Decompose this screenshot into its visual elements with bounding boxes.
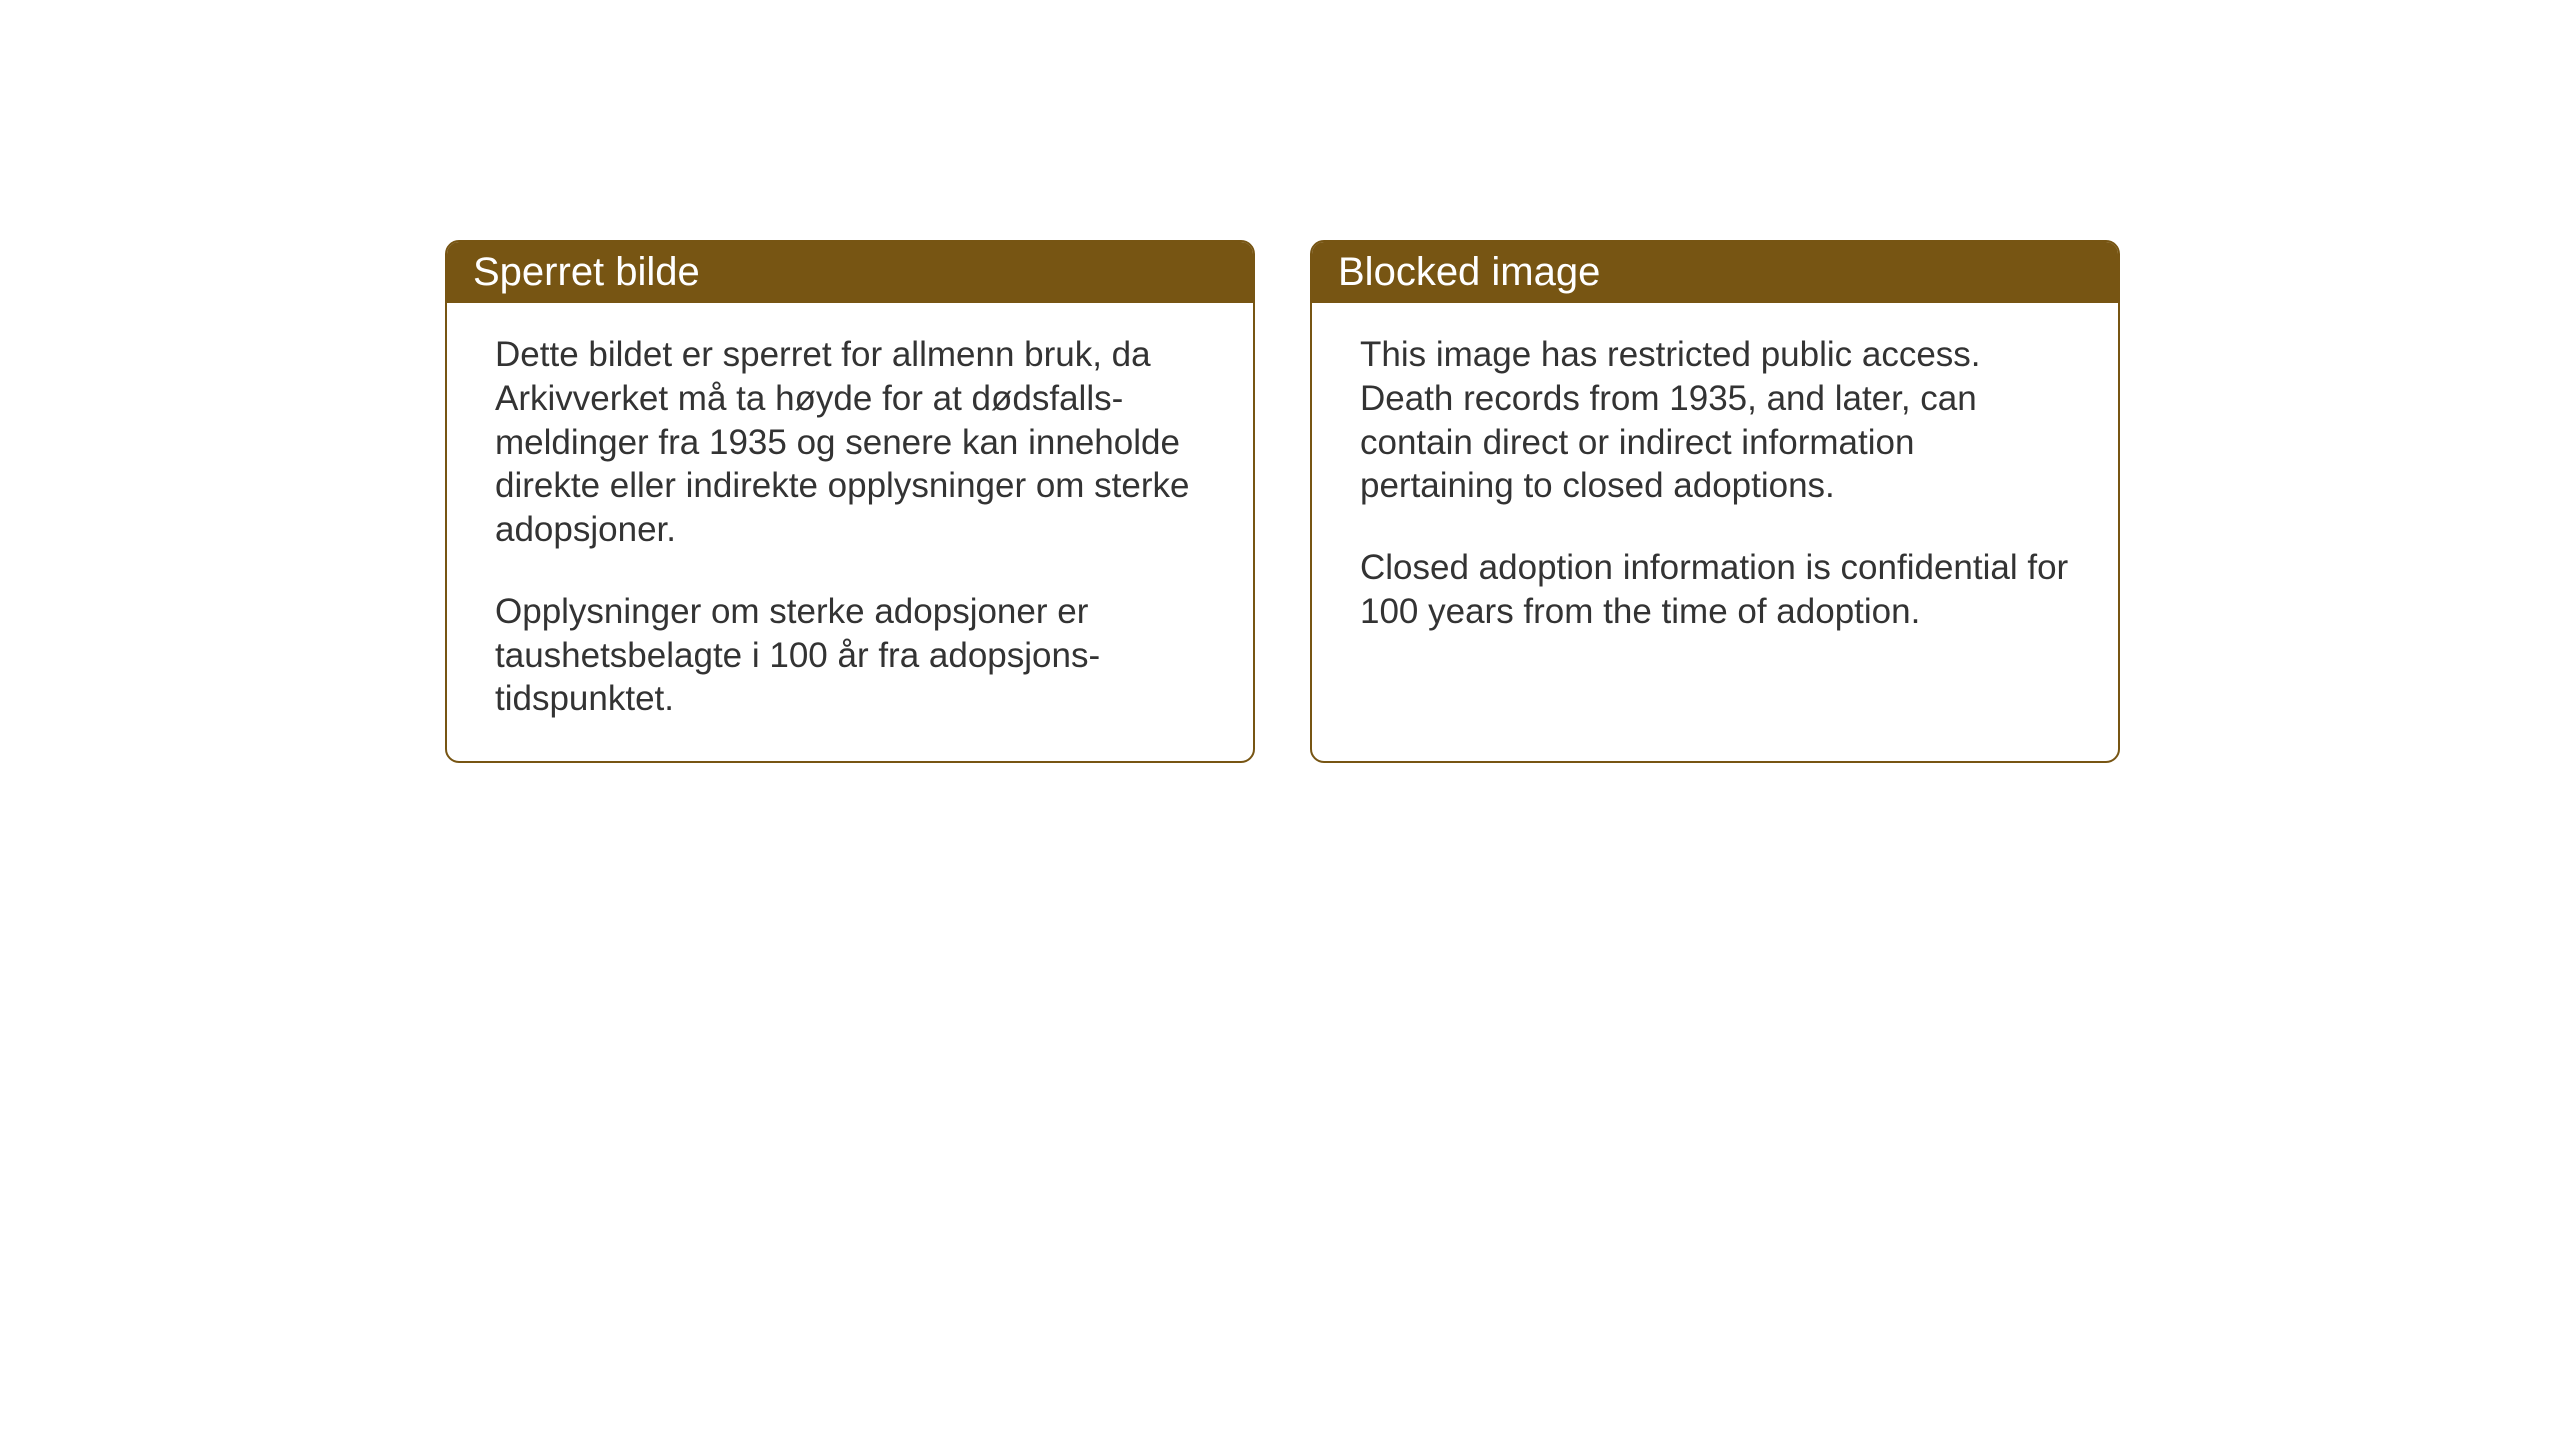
card-body-norwegian: Dette bildet er sperret for allmenn bruk… bbox=[447, 303, 1253, 761]
notice-card-english: Blocked image This image has restricted … bbox=[1310, 240, 2120, 763]
card-title: Blocked image bbox=[1338, 250, 1600, 294]
card-paragraph: Opplysninger om sterke adopsjoner er tau… bbox=[495, 590, 1205, 721]
notice-card-norwegian: Sperret bilde Dette bildet er sperret fo… bbox=[445, 240, 1255, 763]
card-paragraph: This image has restricted public access.… bbox=[1360, 333, 2070, 508]
card-paragraph: Closed adoption information is confident… bbox=[1360, 546, 2070, 634]
card-header-norwegian: Sperret bilde bbox=[447, 242, 1253, 303]
card-paragraph: Dette bildet er sperret for allmenn bruk… bbox=[495, 333, 1205, 552]
card-header-english: Blocked image bbox=[1312, 242, 2118, 303]
notice-cards-container: Sperret bilde Dette bildet er sperret fo… bbox=[445, 240, 2120, 763]
card-body-english: This image has restricted public access.… bbox=[1312, 303, 2118, 674]
card-title: Sperret bilde bbox=[473, 250, 700, 294]
